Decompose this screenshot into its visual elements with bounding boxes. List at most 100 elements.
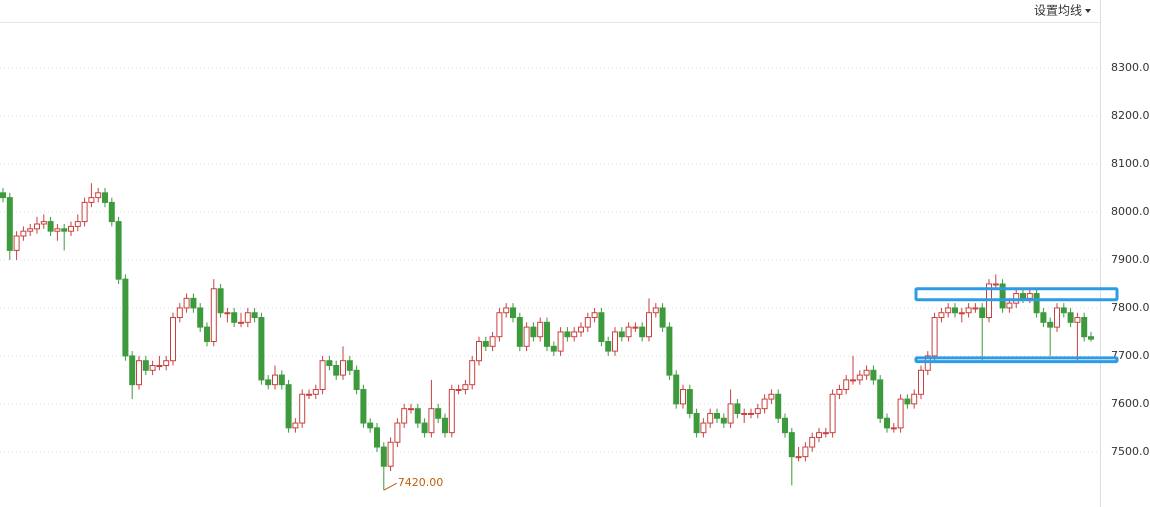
candle-body [741,412,748,415]
candle-body [843,379,850,390]
candle-body [210,288,217,343]
candle-body [754,408,761,414]
candle-body [829,393,836,434]
candle-body [605,341,612,352]
candle-body [61,228,68,232]
candle-body [952,307,958,314]
candle-body [584,317,591,328]
candle-body [183,297,190,309]
candle-body [979,307,986,319]
candle-body [156,365,163,368]
candle-body [394,422,401,443]
candle-body [795,456,802,459]
y-tick-label: 8200.00 [1111,109,1150,122]
candle-body [0,192,6,199]
candle-body [659,307,666,328]
y-tick-label: 7900.00 [1111,253,1150,266]
candle-body [455,388,462,391]
candle-body [367,422,374,429]
candle-body [360,388,367,424]
candle-body [904,398,911,405]
candle-body [809,436,816,448]
candle-body [408,408,414,411]
y-tick-label: 8300.00 [1111,61,1150,74]
candle-body [822,432,829,435]
y-tick-label: 7600.00 [1111,397,1150,410]
candle-body [54,228,61,232]
candle-body [333,365,340,376]
candle-body [516,317,523,347]
min-pointer [383,482,398,491]
dropdown-arrow[interactable] [1085,9,1091,13]
candle-body [870,369,877,381]
candle-body [992,283,999,286]
settings-label[interactable]: 设置均线 [1034,4,1082,18]
highlight-zone [914,356,1119,364]
candle-body [1054,307,1060,328]
candle-body [727,403,734,424]
candle-body [136,360,142,386]
candle-body [856,374,863,381]
candle-body [421,422,428,434]
candle-body [374,427,380,448]
settings-button[interactable]: 设置均线 [1034,4,1091,18]
candle-body [115,221,122,280]
candle-body [673,374,680,405]
candle-body [340,360,346,376]
candle-body [897,398,904,429]
candle-body [999,283,1006,309]
candle-body [224,312,231,315]
candle-body [965,307,972,314]
candle-body [13,235,20,251]
candle-body [972,307,979,310]
candle-body [836,388,843,395]
candle-body [47,221,54,232]
highlight-zone [914,287,1119,302]
y-tick-label: 7800.00 [1111,301,1150,314]
candle-body [510,307,516,319]
candle-body [530,326,537,338]
candle-body [265,379,272,386]
candle-body [850,379,856,382]
candle-body [557,331,564,352]
candle-body [27,228,34,232]
candle-body [102,192,108,203]
candle-body [714,412,720,419]
candle-body [496,312,503,338]
candle-body [1067,312,1074,323]
candle-body [170,317,176,362]
candle-body [802,446,809,458]
candle-body [680,388,686,405]
candle-body [292,422,299,429]
candle-body [734,403,741,414]
candle-body [414,408,421,424]
candle-body [244,312,251,323]
candle-body [523,326,530,347]
candle-body [1081,317,1088,338]
candle-body [1020,293,1026,299]
candle-body [564,331,571,338]
candle-body [476,341,482,362]
candle-body [346,360,353,371]
candle-body [312,388,319,395]
candle-body [401,408,408,424]
candle-body [612,331,618,352]
candle-body [666,326,673,376]
candle-body [40,221,47,225]
candle-body [319,360,326,390]
candle-body [442,417,448,434]
candle-body [761,398,768,410]
candle-body [1074,317,1081,323]
candle-body [618,331,625,338]
candle-body [285,384,292,429]
candle-body [646,312,652,338]
candle-body [231,312,238,323]
candle-body [353,369,360,390]
candle-body [272,374,278,386]
candle-body [693,412,700,434]
candle-body [720,417,727,424]
candle-body [748,412,754,415]
candle-body [945,307,952,314]
